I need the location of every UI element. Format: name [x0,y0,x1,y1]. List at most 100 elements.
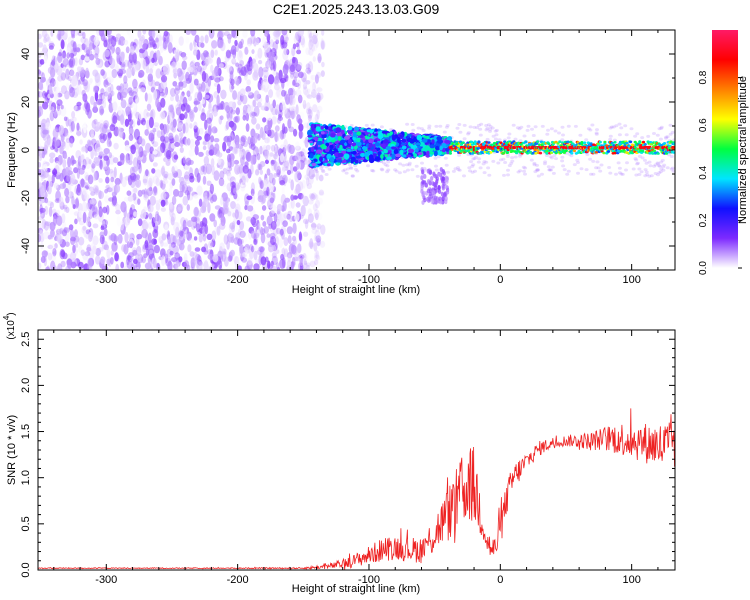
spectrogram-transition-cell [320,131,325,135]
spectrogram-noise-cell [194,130,199,139]
spectrogram-noise-cell [125,46,130,54]
spectrogram-noise-cell [274,131,280,142]
spectrogram-noise-cell [300,185,307,195]
spectrogram-noise-cell [170,242,176,248]
spectrogram-noise-cell [152,127,157,133]
spectrogram-noise-cell [120,155,125,166]
spectrogram-noise-cell [72,204,76,210]
spectrogram-noise-cell [267,112,272,121]
spectrogram-noise-cell [39,89,43,100]
spectrogram-noise-cell [283,144,287,153]
spectrogram-noise-cell [216,94,220,107]
spectrogram-noise-cell [194,91,200,101]
spectrogram-transition-cell [391,153,396,160]
spectrogram-noise-cell [153,258,157,269]
spectrogram-noise-cell [307,213,314,224]
spectrogram-halo-cell [438,124,443,128]
spectrogram-halo-cell [637,154,642,158]
spectrogram-noise-cell [260,256,267,266]
spectrogram-noise-cell [216,225,221,236]
spectrogram-carrier-cell [487,141,491,144]
spectrogram-noise-cell [153,244,160,254]
spectrogram-noise-cell [101,240,108,250]
spectrogram-noise-cell [162,64,168,74]
spectrogram-halo-cell [609,125,614,129]
spectrogram-noise-cell [40,85,44,91]
spectrogram-noise-cell [274,146,281,157]
spectrogram-noise-cell [229,222,235,230]
spectrogram-halo-cell [667,153,671,157]
spectrogram-noise-cell [317,197,323,205]
spectrogram-noise-cell [172,118,177,128]
spectrogram-noise-cell [138,69,145,78]
spectrogram-noise-cell [70,236,77,242]
spectrogram-halo-cell [614,124,619,128]
spectrogram-noise-cell [103,39,108,48]
spectrogram-noise-cell [291,244,297,255]
spectrogram-noise-cell [186,204,190,211]
spectrogram-noise-cell [49,157,54,164]
spectrogram-noise-cell [295,42,300,48]
spectrogram-noise-cell [85,184,91,190]
spectrogram-noise-cell [186,138,191,146]
spectrogram-noise-cell [122,101,128,110]
spectrogram-noise-cell [139,36,144,42]
spectrogram-noise-cell [175,51,180,62]
spectrogram-noise-cell [47,234,52,240]
spectrogram-noise-cell [167,260,173,270]
spectrogram-halo-cell [501,157,506,161]
spectrogram-halo-cell [614,172,618,176]
spectrogram-transition-cell [380,143,387,148]
spectrogram-noise-cell [303,260,307,266]
spectrogram-noise-cell [252,132,258,144]
spectrogram-noise-cell [120,63,126,70]
spectrogram-halo-cell [410,168,415,172]
spectrogram-noise-cell [46,265,51,270]
spectrogram-noise-cell [144,244,149,251]
spectrogram-carrier-cell [461,141,465,144]
spectrogram-halo-cell [411,128,416,132]
spectrogram-noise-cell [53,182,59,189]
spectrogram-noise-cell [300,72,307,83]
spectrogram-noise-cell [265,256,269,263]
spectrogram-noise-cell [312,56,316,62]
spectrogram-noise-cell [280,103,286,111]
spectrogram-noise-cell [135,45,139,53]
spectrogram-noise-cell [165,150,172,160]
spectrogram-noise-cell [301,38,306,48]
spectrogram-noise-cell [52,169,58,176]
spectrogram-noise-cell [316,238,321,247]
spectrogram-noise-cell [281,89,286,97]
spectrogram-noise-cell [175,106,182,116]
spectrogram-noise-cell [86,246,91,252]
spectrogram-noise-cell [142,58,147,70]
spectrogram-noise-cell [115,46,121,56]
spectrogram-halo-cell [536,168,541,172]
spectrogram-noise-cell [308,32,315,39]
spectrogram-noise-cell [162,179,169,185]
spectrogram-halo-cell [653,172,658,175]
spectrogram-noise-cell [110,35,117,47]
spectrogram-halo-cell [569,154,574,158]
spectrogram-noise-cell [183,179,187,187]
spectrogram-noise-cell [144,129,149,136]
spectrogram-noise-cell [125,106,132,115]
spectrogram-noise-cell [298,129,303,140]
spectrogram-noise-cell [273,160,278,172]
spectrogram-noise-cell [102,206,108,214]
spectrogram-noise-cell [276,169,281,178]
spectrogram-noise-cell [38,81,44,91]
spectrogram-noise-cell [305,63,311,70]
spectrogram-noise-cell [92,205,98,216]
spectrogram-transition-cell [375,142,380,147]
spectrogram-noise-cell [233,237,240,245]
spectrogram-noise-cell [100,225,105,231]
spectrogram-noise-cell [181,183,188,194]
spectrogram-noise-cell [67,76,72,81]
spectrogram-halo-cell [566,169,571,173]
spectrogram-halo-cell [550,156,554,160]
spectrogram-noise-cell [269,235,277,246]
spectrogram-noise-cell [73,167,79,174]
spectrogram-halo-cell [386,168,391,172]
spectrogram-noise-cell [302,99,307,110]
